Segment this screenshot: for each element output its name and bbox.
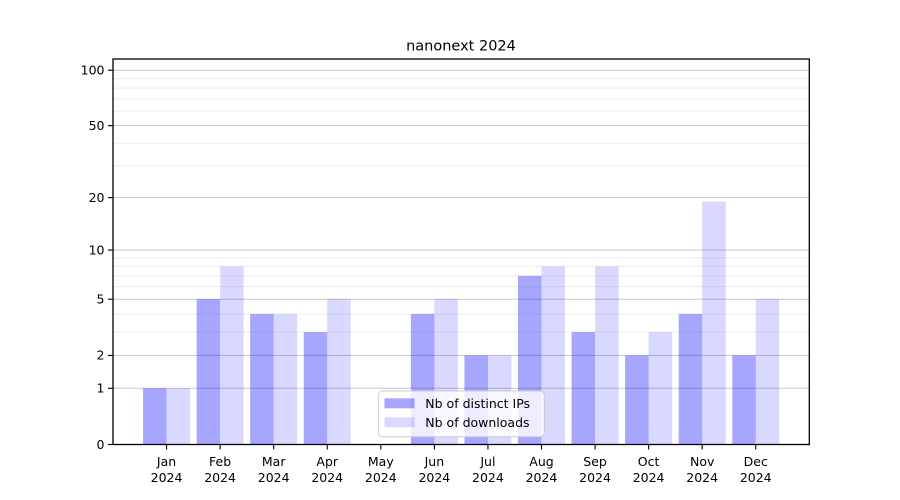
x-tick-label-month-dec: Dec <box>744 454 768 469</box>
x-tick-label-year-dec: 2024 <box>740 470 772 485</box>
x-tick-label-year-feb: 2024 <box>204 470 236 485</box>
bar-oct-distinct-ips <box>625 355 649 445</box>
chart-title: nanonext 2024 <box>406 39 516 55</box>
legend-box <box>377 390 545 438</box>
x-tick-label-month-jun: Jun <box>424 454 445 469</box>
y-tick-label-20: 20 <box>89 190 105 205</box>
legend-label-distinct-ips: Nb of distinct IPs <box>425 396 530 411</box>
x-tick-label-year-sep: 2024 <box>579 470 611 485</box>
y-tick-label-10: 10 <box>89 242 105 257</box>
x-tick-label-month-mar: Mar <box>262 454 286 469</box>
bar-dec-downloads <box>755 299 780 445</box>
axis-ticks-and-labels: 0125102050100Jan2024Feb2024Mar2024Apr202… <box>81 63 772 485</box>
y-tick-label-50: 50 <box>89 118 105 133</box>
x-tick-label-month-feb: Feb <box>209 454 231 469</box>
x-tick-label-month-apr: Apr <box>316 454 338 469</box>
bar-jan-downloads <box>166 388 191 445</box>
legend-swatch-downloads <box>384 417 415 428</box>
x-tick-label-month-jul: Jul <box>479 454 495 469</box>
bar-aug-downloads <box>541 266 565 445</box>
x-tick-label-year-nov: 2024 <box>686 470 718 485</box>
bar-nov-downloads <box>702 201 726 445</box>
y-tick-label-0: 0 <box>97 437 105 452</box>
x-tick-label-year-may: 2024 <box>365 470 397 485</box>
bar-apr-distinct-ips <box>303 332 328 445</box>
x-tick-label-year-jan: 2024 <box>151 470 183 485</box>
x-tick-label-month-may: May <box>368 454 394 469</box>
x-tick-label-year-jun: 2024 <box>418 470 450 485</box>
bar-oct-downloads <box>648 332 673 445</box>
bar-nov-distinct-ips <box>678 313 703 445</box>
bar-sep-distinct-ips <box>571 332 596 445</box>
minor-gridlines <box>113 78 810 333</box>
x-tick-label-month-jan: Jan <box>156 454 176 469</box>
x-tick-label-month-aug: Aug <box>529 454 553 469</box>
bar-feb-downloads <box>220 266 244 445</box>
y-tick-label-5: 5 <box>97 291 105 306</box>
bar-jan-distinct-ips <box>143 388 167 445</box>
bar-feb-distinct-ips <box>196 299 221 445</box>
y-tick-label-100: 100 <box>81 63 105 78</box>
plot-border <box>112 58 810 446</box>
x-tick-label-year-oct: 2024 <box>633 470 665 485</box>
x-tick-label-month-sep: Sep <box>583 454 607 469</box>
bar-mar-distinct-ips <box>250 313 274 445</box>
x-tick-label-month-oct: Oct <box>638 454 660 469</box>
bar-apr-downloads <box>327 299 351 445</box>
x-tick-label-year-aug: 2024 <box>526 470 558 485</box>
y-tick-label-1: 1 <box>97 381 105 396</box>
legend: Nb of distinct IPs Nb of downloads <box>377 390 545 438</box>
legend-label-downloads: Nb of downloads <box>425 415 529 430</box>
x-tick-label-year-apr: 2024 <box>311 470 343 485</box>
bar-sep-downloads <box>595 266 619 445</box>
x-tick-label-month-nov: Nov <box>690 454 715 469</box>
x-tick-label-year-jul: 2024 <box>472 470 504 485</box>
legend-swatch-distinct-ips <box>384 398 415 409</box>
bar-mar-downloads <box>273 313 298 445</box>
x-tick-label-year-mar: 2024 <box>258 470 290 485</box>
y-tick-label-2: 2 <box>97 348 105 363</box>
bar-dec-distinct-ips <box>732 355 756 445</box>
major-gridlines <box>113 69 810 389</box>
